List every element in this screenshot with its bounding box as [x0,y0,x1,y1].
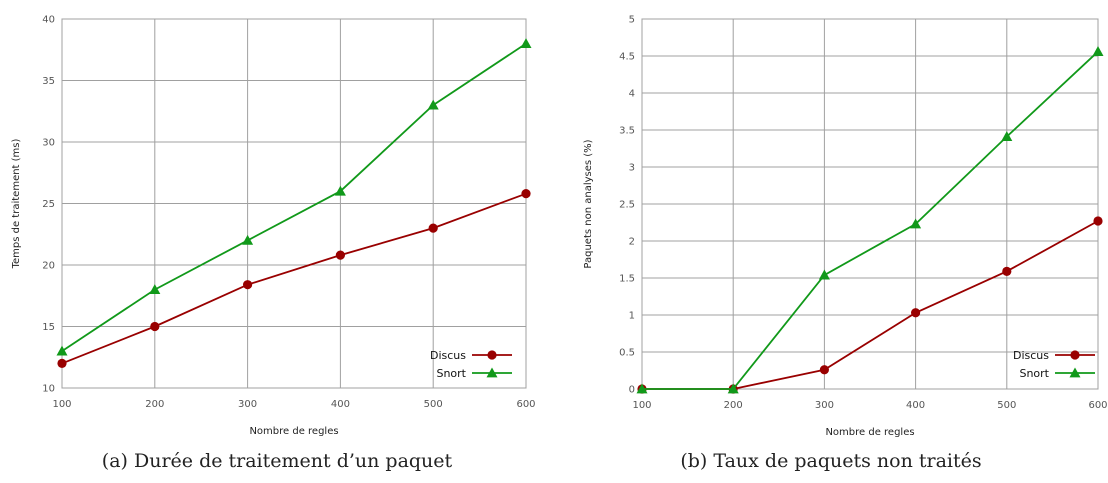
y-tick-label: 0 [629,385,635,396]
legend-marker-snort [486,367,498,378]
x-tick-label: 300 [815,400,834,411]
y-tick-label: 40 [42,15,55,26]
x-tick-label: 100 [632,400,651,411]
data-point-snort [56,345,68,356]
x-tick-label: 600 [1088,400,1107,411]
data-point-discus [911,308,921,318]
x-tick-label: 200 [145,399,164,410]
data-point-discus [1093,216,1103,226]
y-tick-label: 3 [629,163,635,174]
data-point-snort [334,185,346,196]
y-tick-label: 1 [629,311,635,322]
data-point-snort [1092,46,1104,56]
x-tick-label: 100 [52,399,71,410]
legend-label-discus: Discus [430,349,466,362]
chart-panel-b: 100 200 300 400 500 600 0 0.5 1 1.5 2 2.5 3 3.5 4 4.5 5 N… [554,0,1108,483]
data-point-snort [242,234,254,245]
x-tick-label: 400 [331,399,350,410]
y-tick-label: 25 [42,199,55,210]
data-point-snort [818,269,830,280]
x-tick-label: 500 [424,399,443,410]
y-tick-label: 1.5 [619,274,635,285]
x-tick-label: 600 [516,399,535,410]
chart-b: 100 200 300 400 500 600 0 0.5 1 1.5 2 2.5 3 3.5 4 4.5 5 N… [583,15,1108,439]
y-tick-label: 20 [42,261,55,272]
caption-b: (b) Taux de paquets non traités [680,450,982,472]
data-point-discus [335,250,345,260]
data-point-discus [57,358,67,368]
data-point-discus [819,365,829,375]
legend-marker-discus [487,350,497,360]
y-tick-label: 2 [629,237,635,248]
series-line-snort [61,42,527,352]
data-point-snort [149,284,161,294]
legend-marker-snort [1069,367,1081,378]
y-tick-label: 5 [629,15,635,26]
x-tick-label: 200 [724,400,743,411]
data-point-snort [427,99,439,110]
series-line-discus [61,192,527,365]
y-tick-label: 10 [42,384,55,395]
y-tick-label: 4 [629,89,635,100]
legend-label-snort: Snort [436,367,466,380]
y-tick-label: 3.5 [619,126,635,137]
data-point-discus [150,321,160,332]
caption-a: (a) Durée de traitement d’un paquet [101,450,453,472]
legend-label-snort: Snort [1019,367,1049,380]
x-axis-label: Nombre de regles [249,426,338,437]
data-point-discus [428,223,438,233]
data-point-snort [727,383,739,394]
y-tick-label: 35 [42,76,55,87]
chart-panel-a: 100 200 300 400 500 600 10 15 20 25 30 35 40 Nombre d… [11,15,536,473]
data-point-snort [910,218,922,229]
legend-label-discus: Discus [1013,349,1049,362]
data-point-discus [243,280,253,290]
y-tick-label: 15 [42,322,55,333]
chart-a: 100 200 300 400 500 600 10 15 20 25 30 35 40 Nombre d… [11,15,536,438]
series-line-snort [642,50,1099,390]
y-tick-label: 4.5 [619,52,635,63]
data-point-snort [1001,131,1013,142]
data-point-discus [1002,266,1012,276]
x-tick-label: 500 [997,400,1016,411]
x-tick-label: 300 [238,399,257,410]
data-point-snort [636,383,648,394]
x-axis-label: Nombre de regles [825,427,914,438]
y-tick-label: 2.5 [619,200,635,211]
data-point-snort [520,38,532,48]
y-tick-label: 30 [42,138,55,149]
data-point-discus [521,189,531,199]
y-axis-label: Paquets non analyses (%) [583,139,594,268]
y-axis-label: Temps de traitement (ms) [11,139,22,270]
legend-marker-discus [1070,350,1080,360]
x-tick-label: 400 [906,400,925,411]
series-line-discus [642,220,1099,390]
y-tick-label: 0.5 [619,348,635,359]
